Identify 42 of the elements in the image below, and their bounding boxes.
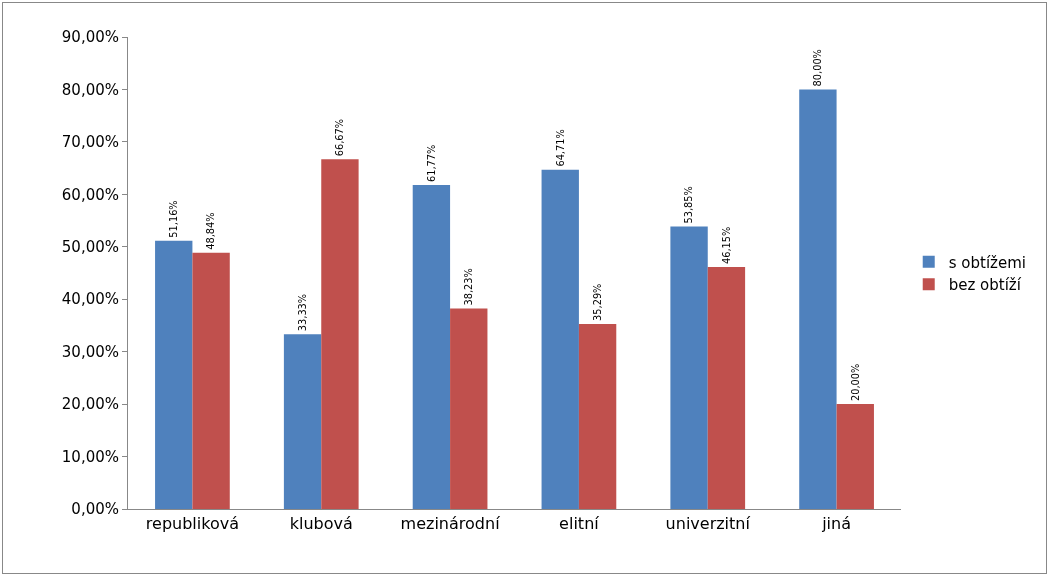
- legend-label: s obtížemi: [948, 253, 1026, 272]
- bar: [799, 89, 837, 509]
- x-tick-label: jiná: [821, 514, 851, 534]
- data-label: 20,00%: [849, 363, 861, 402]
- y-tick-label: 0,00%: [71, 500, 119, 519]
- x-tick-label: republiková: [145, 514, 240, 534]
- y-tick-label: 20,00%: [61, 395, 119, 414]
- data-label: 48,84%: [205, 212, 217, 250]
- y-tick-label: 60,00%: [61, 185, 119, 204]
- bar: [707, 266, 746, 509]
- y-tick-label: 80,00%: [61, 80, 119, 99]
- bar: [541, 169, 579, 509]
- x-tick-label: univerzitní: [665, 514, 751, 534]
- data-label: 33,33%: [296, 293, 308, 332]
- bar: [283, 334, 322, 509]
- bar: [192, 252, 230, 509]
- data-label: 35,29%: [591, 283, 603, 321]
- data-label: 80,00%: [812, 49, 824, 87]
- data-label: 61,77%: [425, 144, 437, 183]
- y-tick-label: 70,00%: [61, 133, 119, 152]
- y-tick-label: 50,00%: [61, 238, 119, 257]
- bar: [836, 404, 874, 509]
- y-tick-label: 10,00%: [61, 447, 119, 466]
- data-label: 53,85%: [683, 186, 695, 224]
- data-label: 46,15%: [720, 226, 732, 264]
- y-tick-label: 40,00%: [61, 290, 119, 309]
- x-tick-label: mezinárodní: [400, 514, 501, 534]
- y-tick-label: 90,00%: [61, 28, 119, 47]
- data-label: 51,16%: [168, 200, 180, 238]
- data-label: 38,23%: [463, 268, 475, 306]
- y-tick-label: 30,00%: [61, 342, 119, 361]
- x-tick-label: elitní: [559, 514, 600, 534]
- bar: [412, 185, 451, 509]
- bar: [321, 159, 359, 509]
- data-label: 66,67%: [334, 119, 346, 157]
- x-tick-label: klubová: [289, 514, 353, 534]
- bar: [578, 323, 617, 509]
- legend-label: bez obtíží: [948, 276, 1022, 295]
- bar: [670, 226, 708, 509]
- data-label: 64,71%: [554, 129, 566, 167]
- bar: [450, 308, 488, 509]
- bar: [155, 240, 193, 509]
